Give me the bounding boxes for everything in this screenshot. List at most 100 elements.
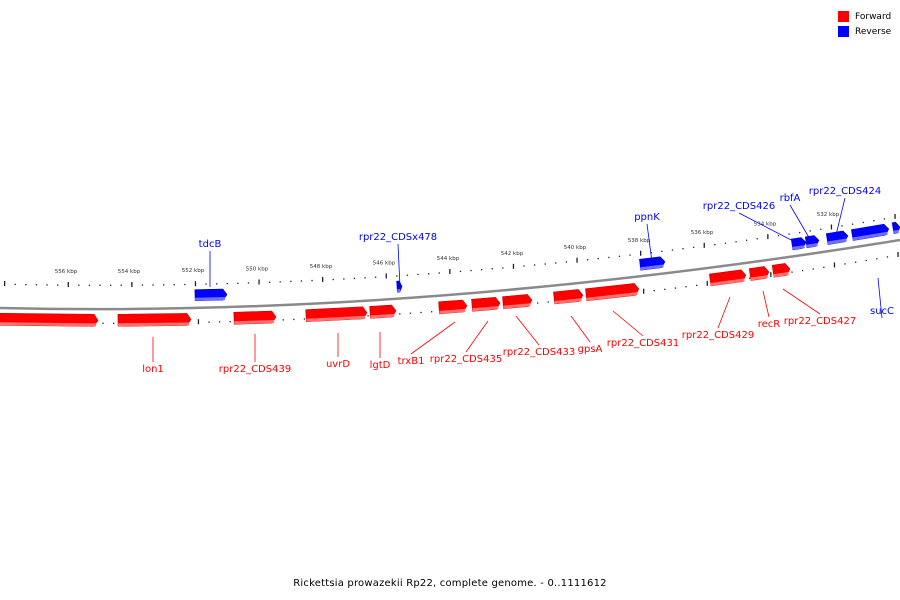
gene-label-rpr22_cds427[interactable]: rpr22_CDS427: [784, 316, 856, 327]
forward-gene-shade: [554, 298, 582, 304]
gene-label-rpr22_cds433[interactable]: rpr22_CDS433: [503, 347, 575, 358]
gene-label-rpr22_cds424[interactable]: rpr22_CDS424: [809, 186, 881, 197]
reverse-gene-shade: [397, 289, 401, 293]
gene-label-uvrd[interactable]: uvrD: [326, 359, 350, 370]
reverse-gene-shade: [893, 229, 899, 234]
gene-label-rpr22_cds429[interactable]: rpr22_CDS429: [682, 330, 754, 341]
scale-tick: [269, 281, 271, 283]
scale-tick: [399, 313, 401, 315]
scale-tick: [396, 275, 398, 277]
scale-tick: [862, 221, 864, 224]
scale-tick: [78, 284, 80, 286]
gene-label-recr[interactable]: recR: [758, 319, 781, 330]
scale-tick: [544, 263, 546, 265]
legend-forward: Forward: [838, 9, 891, 24]
scale-tick: [714, 243, 716, 246]
scale-tick: [99, 284, 101, 286]
scale-tick: [219, 321, 221, 323]
gene-label-rpr22_cdsx478[interactable]: rpr22_CDSx478: [359, 232, 437, 243]
scale-tick: [35, 284, 38, 286]
scale-tick: [682, 248, 684, 250]
scale-tick: [208, 321, 210, 323]
reverse-swatch: [838, 26, 849, 37]
scale-tick: [674, 287, 677, 289]
scale-label: 556 kbp: [55, 269, 78, 275]
reverse-gene-shade: [806, 243, 818, 248]
scale-tick: [102, 322, 104, 324]
scale-tick: [555, 262, 557, 264]
forward-gene-shade: [710, 278, 745, 286]
gene-label-gpsa[interactable]: gpsA: [578, 344, 603, 355]
reverse-gene-block: [639, 256, 666, 271]
scale-tick: [226, 282, 228, 285]
scale-tick: [46, 284, 48, 286]
scale-tick: [841, 225, 843, 227]
gene-label-rpr22_cds439[interactable]: rpr22_CDS439: [219, 364, 291, 375]
gene-label-lgtd[interactable]: lgtD: [370, 360, 391, 371]
scale-tick: [537, 302, 539, 304]
scale-tick: [184, 283, 186, 286]
scale-tick: [693, 246, 695, 249]
gene-label-ppnk[interactable]: ppnK: [634, 212, 660, 223]
forward-gene-block: [585, 283, 640, 302]
gene-label-rpr22_cds426[interactable]: rpr22_CDS426: [703, 201, 775, 212]
gene-label-succ[interactable]: sucC: [870, 306, 894, 317]
reverse-gene-shade: [827, 238, 847, 245]
gene-label-rpr22_cds435[interactable]: rpr22_CDS435: [430, 354, 502, 365]
scale-tick: [282, 319, 284, 321]
scale-tick: [724, 242, 727, 244]
scale-tick: [131, 282, 133, 288]
scale-tick: [767, 234, 769, 240]
scale-tick: [597, 257, 599, 260]
reverse-gene-block: [194, 288, 228, 302]
scale-tick: [322, 276, 324, 282]
scale-tick: [353, 277, 356, 280]
scale-tick: [216, 283, 218, 285]
scale-label: 544 kbp: [437, 256, 460, 262]
gene-label-lon1[interactable]: lon1: [142, 364, 164, 375]
label-leader-line: [782, 288, 821, 315]
genome-caption: Rickettsia prowazekii Rp22, complete gen…: [293, 578, 607, 589]
label-leader-line: [835, 197, 846, 236]
scale-tick: [876, 258, 878, 260]
gene-label-rbfa[interactable]: rbfA: [780, 193, 801, 204]
reverse-gene-shade: [792, 245, 805, 250]
label-leader-line: [465, 320, 489, 353]
forward-gene-shade: [118, 322, 190, 327]
scale-tick: [375, 276, 377, 278]
gene-label-rpr22_cds431[interactable]: rpr22_CDS431: [607, 338, 679, 349]
scale-tick: [894, 213, 896, 219]
reverse-gene-shade: [640, 264, 664, 271]
reverse-gene-block: [804, 235, 820, 249]
scale-tick: [293, 318, 295, 321]
scale-tick: [886, 256, 889, 258]
scale-tick: [833, 262, 836, 268]
scale-tick: [791, 271, 793, 273]
forward-gene-block: [305, 306, 368, 323]
scale-tick: [194, 281, 197, 287]
forward-gene-block: [117, 313, 192, 327]
forward-gene-block: [0, 312, 99, 327]
genome-backbone: [0, 238, 900, 311]
scale-tick: [770, 272, 772, 278]
scale-tick: [664, 288, 666, 290]
forward-gene-shade: [0, 322, 96, 327]
gene-label-trxb1[interactable]: trxB1: [398, 356, 425, 367]
gene-features: [0, 221, 900, 327]
scale-tick: [855, 261, 857, 263]
scale-label: 548 kbp: [310, 264, 333, 270]
scale-label: 546 kbp: [373, 261, 396, 267]
scale-tick: [420, 311, 422, 314]
scale-tick: [438, 272, 440, 274]
label-leader-line: [410, 321, 456, 355]
scale-tick: [406, 274, 409, 276]
gene-label-tdcb[interactable]: tdcB: [199, 239, 222, 250]
scale-tick: [823, 266, 825, 268]
scale-tick: [113, 322, 115, 324]
scale-tick: [120, 284, 122, 286]
scale-label: 554 kbp: [118, 269, 141, 275]
forward-gene-shade: [370, 313, 395, 319]
scale-tick: [14, 283, 16, 286]
legend: Forward Reverse: [838, 9, 891, 39]
scale-tick: [332, 278, 334, 281]
